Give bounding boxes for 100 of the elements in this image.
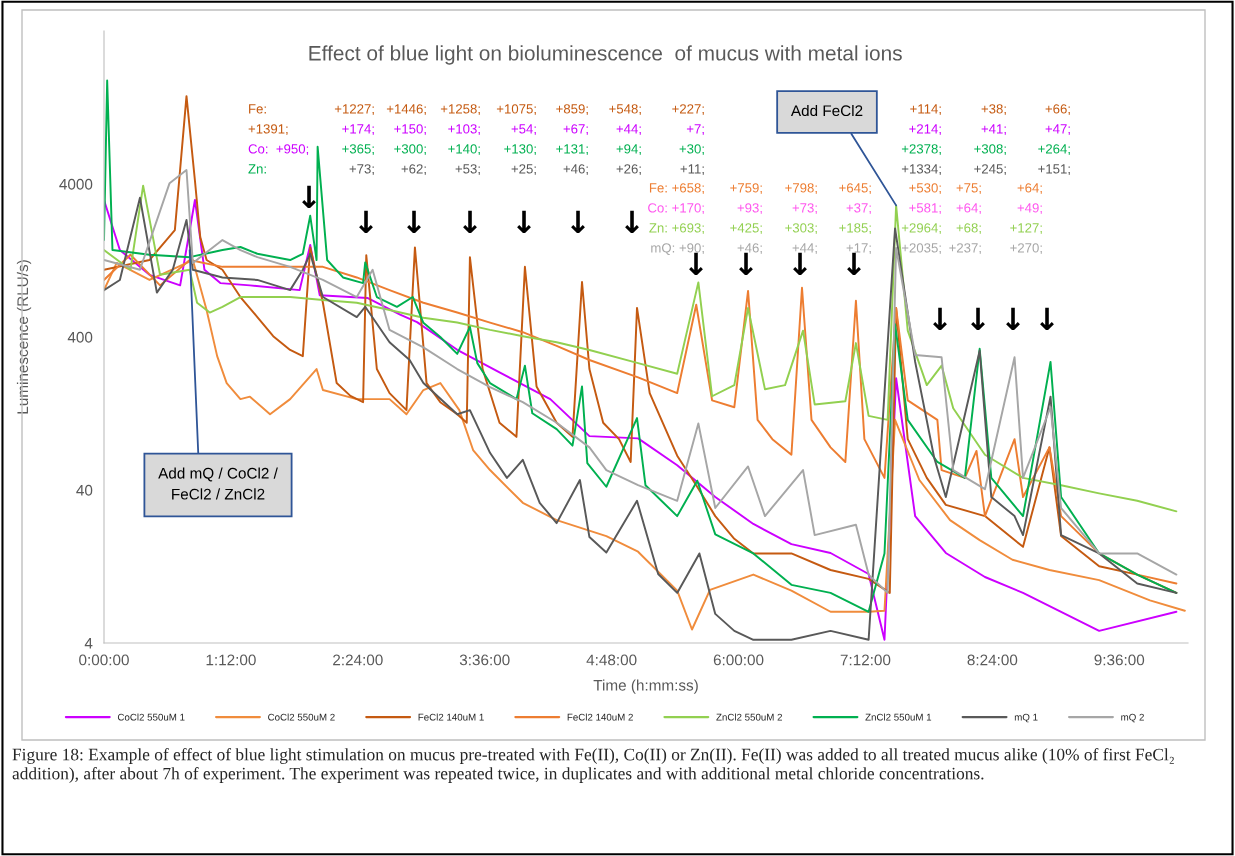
y-tick-label: 400 [67,331,93,343]
x-axis-title: Time (h:mm:ss) [593,679,698,694]
annotation: +114; [910,104,941,116]
legend-label: mQ 1 [1014,713,1038,723]
annotation: +41; [981,124,1006,136]
annotation: +73; [792,203,817,215]
annotation: ↓ [739,252,753,276]
y-axis-title: Luminescence (RLU/s) [16,260,32,414]
annotation: ↓ [571,210,585,234]
annotation: +140; [448,144,480,156]
annotation: +1227; [334,104,374,116]
legend-label: CoCl2 550uM 2 [268,713,335,721]
annotation: +7; [686,124,704,136]
annotation: Zn: [248,164,266,174]
annotation: +130; [504,144,536,156]
annotation: Co: +170; [648,203,704,215]
annotation: +1075; [496,104,536,116]
annotation: +131; [556,144,588,156]
annotation: +227; [672,104,704,116]
x-tick-label: 4:48:00 [586,654,637,666]
annotation: +151; [1038,164,1070,176]
annotation: ↓ [517,210,531,234]
x-tick-label: 0:00:00 [79,654,129,666]
annotation: ↓ [625,210,639,234]
annotation: +73; [349,164,374,176]
annotation: +185; [839,223,871,235]
annotation: +645; [839,183,871,195]
annotation: +581; [909,203,941,215]
annotation: +548; [609,104,641,116]
annotation: +46; [737,243,762,255]
annotation: ↓ [971,307,985,331]
legend-label: mQ 2 [1121,713,1144,723]
annotation: +237; [949,243,981,255]
annotation: +75; [956,183,981,195]
line-series [104,184,1178,513]
annotation: +103; [448,124,480,136]
annotation: ↓ [1006,307,1020,331]
annotation: +308; [974,144,1006,156]
annotation: +1258; [440,104,480,116]
annotation: ↓ [847,252,861,276]
annotation: Zn: +693; [649,223,704,235]
annotation: Fe: [249,104,266,114]
caption: Figure 18: Example of effect of blue light stimulation on mucus pre-treated with Fe(II), Co(II) or Zn(II). Fe(II) was added to all treated mucus alike (10% of first FeCl₂ addition), after about 7h of experiment. The experiment was repeated twice, in duplicates and with additional metal chloride concentrations. [12,748,1174,783]
x-tick-label: 2:24:00 [333,654,383,666]
annotation: +44; [792,243,817,255]
annotation: ↓ [1040,307,1054,331]
annotation: +94; [616,144,641,156]
annotation: Add mQ / CoCl2 / FeCl2 / ZnCl2 [158,467,278,500]
legend-label: ZnCl2 550uM 2 [716,713,782,721]
x-tick-label: 7:12:00 [840,654,891,666]
annotation: +303; [785,223,817,235]
x-tick-label: 8:24:00 [967,654,1018,666]
annotation: +17; [846,243,871,255]
annotation: +365; [342,144,374,156]
annotation: ↓ [793,252,807,276]
x-tick-label: 6:00:00 [713,654,764,666]
annotation: +46; [563,164,588,176]
annotation: +11; [680,164,704,176]
x-tick-label: 1:12:00 [206,654,256,666]
annotation: +26; [616,164,641,176]
annotation: +798; [785,183,817,195]
legend-label: FeCl2 140uM 2 [567,713,633,721]
annotation: +64; [1017,183,1042,195]
annotation: +93; [737,203,762,215]
annotation: +127; [1010,223,1042,235]
annotation: +38; [981,104,1006,116]
annotation: +1446; [386,104,426,116]
annotation: +62; [401,164,426,176]
annotation: Add FeCl2 [790,104,863,117]
annotation: +66; [1045,104,1070,116]
annotation: +270; [1010,243,1042,255]
annotation: +2964; [901,223,941,235]
annotation: +64; [956,203,981,215]
annotation: Co: +950; [248,144,309,156]
annotation: +174; [342,124,374,136]
annotation: +37; [846,203,871,215]
annotation: +2035; [901,243,941,255]
y-tick-label: 40 [76,484,93,496]
annotation: +1391; [248,124,288,136]
annotation: ↓ [689,252,703,276]
annotation: +47; [1045,124,1070,136]
x-tick-label: 3:36:00 [459,654,510,666]
annotation: +859; [556,104,588,116]
annotation: +245; [974,164,1006,176]
legend-label: ZnCl2 550uM 1 [865,713,932,721]
annotation: +214; [909,124,941,136]
y-tick-label: 4000 [59,178,93,190]
annotation: +54; [511,124,536,136]
annotation: +1334; [901,164,941,176]
legend-label: CoCl2 550uM 1 [117,713,185,721]
annotation: ↓ [407,210,421,234]
annotation: +30; [679,144,704,156]
annotation: +67; [563,124,588,136]
annotation: +2378; [901,144,941,156]
annotation: ↓ [359,210,373,234]
annotation: ↓ [302,185,316,209]
text: Effect of blue light on bioluminescence of mucus with metal ions [309,45,902,65]
annotation: +264; [1038,144,1070,156]
legend-label: FeCl2 140uM 1 [418,713,484,721]
annotation: ↓ [933,307,947,331]
